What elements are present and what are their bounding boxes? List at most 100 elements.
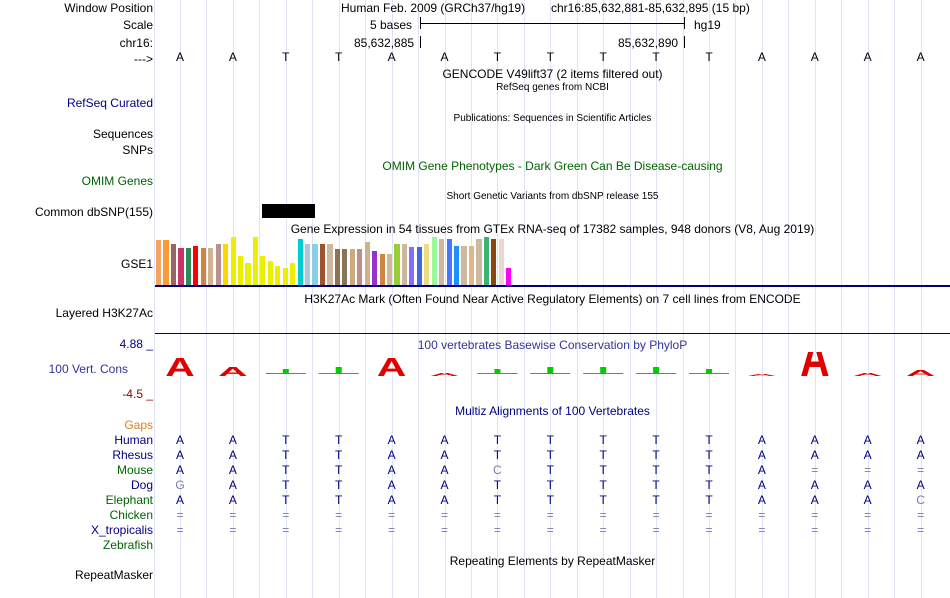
species-label[interactable]: Rhesus	[112, 448, 153, 462]
position-readout[interactable]: chr16:85,632,881-85,632,895 (15 bp)	[551, 1, 750, 15]
species-label[interactable]: Dog	[130, 478, 153, 492]
species-label[interactable]: X_tropicalis	[90, 523, 153, 537]
gtex-tissue-bar[interactable]	[282, 268, 288, 285]
alignment-base: =	[758, 508, 766, 522]
sequence-base: A	[387, 50, 396, 64]
alignment-base: A	[757, 433, 766, 447]
alignment-base: A	[440, 433, 449, 447]
species-label[interactable]: Zebrafish	[102, 538, 153, 552]
gtex-tissue-bar[interactable]	[208, 247, 214, 285]
gtex-tissue-bar[interactable]	[372, 251, 378, 285]
gtex-tissue-bar[interactable]	[386, 253, 393, 285]
gtex-tissue-bar[interactable]	[319, 244, 326, 285]
gtex-tissue-bar[interactable]	[170, 244, 177, 285]
alignment-base: A	[916, 478, 925, 492]
snp-feature-block[interactable]	[262, 204, 315, 218]
gtex-tissue-bar[interactable]	[364, 241, 370, 285]
gtex-tissue-bar[interactable]	[297, 239, 303, 285]
species-label[interactable]: Chicken	[109, 508, 153, 522]
gtex-tissue-bar[interactable]	[394, 244, 400, 285]
cons-track-label[interactable]: 100 Vert. Cons	[48, 362, 128, 376]
gtex-tissue-bar[interactable]	[454, 245, 460, 285]
sequence-base: A	[810, 50, 819, 64]
alignment-base: T	[335, 433, 343, 447]
alignment-base: G	[175, 478, 185, 492]
alignment-base: T	[705, 433, 713, 447]
cons-bar	[653, 367, 660, 374]
gtex-tissue-bar[interactable]	[446, 239, 452, 285]
gtex-tissue-bar[interactable]	[290, 263, 296, 285]
species-label[interactable]: Human	[114, 433, 153, 447]
sequence-base: A	[916, 50, 925, 64]
gtex-tissue-bar[interactable]	[327, 244, 333, 285]
sequence-base: T	[599, 50, 607, 64]
sequence-base: A	[863, 50, 872, 64]
sequences-track-label[interactable]: Sequences	[92, 127, 153, 141]
gtex-tissue-bar[interactable]	[305, 244, 311, 285]
gtex-tissue-bar[interactable]	[267, 261, 273, 285]
gtex-tissue-bar[interactable]	[193, 245, 199, 285]
gtex-tissue-bar[interactable]	[379, 253, 385, 285]
gtex-tissue-bar[interactable]	[431, 237, 437, 285]
gtex-tissue-bar[interactable]	[260, 256, 266, 285]
omim-track-label[interactable]: OMIM Genes	[81, 174, 153, 188]
gtex-tissue-bar[interactable]	[424, 244, 430, 285]
gtex-tissue-bar[interactable]	[178, 247, 184, 285]
cons-letter: A	[218, 365, 248, 379]
gtex-tissue-bar[interactable]	[349, 249, 355, 285]
gtex-tissue-bar[interactable]	[252, 237, 259, 285]
gtex-tissue-bar[interactable]	[439, 239, 445, 285]
gtex-tissue-bar[interactable]	[312, 244, 318, 285]
alignment-base: =	[440, 508, 448, 522]
gtex-tissue-bar[interactable]	[275, 265, 281, 285]
gtex-tissue-bar[interactable]	[476, 239, 482, 285]
gencode-track-title[interactable]: GENCODE V49lift37 (2 items filtered out)	[442, 67, 663, 81]
cons-bar	[547, 367, 554, 374]
cons-letter: A	[377, 354, 406, 382]
gtex-tissue-bar[interactable]	[416, 246, 422, 285]
gtex-tissue-bar[interactable]	[185, 247, 191, 285]
gtex-tissue-bar[interactable]	[156, 240, 162, 285]
cons-letter: A	[853, 372, 883, 377]
alignment-base: =	[758, 523, 766, 537]
alignment-base: C	[493, 463, 502, 477]
gtex-tissue-bar[interactable]	[498, 239, 504, 285]
snps-track-label[interactable]: SNPs	[122, 143, 153, 157]
assembly-name[interactable]: Human Feb. 2009 (GRCh37/hg19)	[341, 1, 526, 15]
gtex-tissue-bar[interactable]	[163, 240, 169, 285]
common-snp-track-label[interactable]: Common dbSNP(155)	[34, 205, 153, 219]
gtex-tissue-bar[interactable]	[483, 237, 489, 285]
gtex-tissue-bar[interactable]	[342, 249, 348, 285]
alignment-base: C	[916, 493, 925, 507]
species-label[interactable]: Mouse	[116, 463, 153, 477]
alignment-base: T	[282, 493, 290, 507]
gtex-tissue-bar[interactable]	[468, 245, 475, 285]
repeat-track-label[interactable]: RepeatMasker	[74, 568, 153, 582]
refseq-track-label[interactable]: RefSeq Curated	[66, 96, 153, 110]
gtex-tissue-bar[interactable]	[237, 256, 244, 285]
gtex-tissue-bar[interactable]	[245, 263, 251, 285]
gtex-tissue-bar[interactable]	[223, 244, 229, 285]
gtex-tissue-bar[interactable]	[461, 245, 467, 285]
gtex-tissue-bar[interactable]	[230, 237, 236, 285]
gtex-tissue-bar[interactable]	[334, 249, 340, 285]
gtex-tissue-bar[interactable]	[357, 249, 363, 285]
species-label[interactable]: Elephant	[105, 493, 153, 507]
gtex-tissue-bar[interactable]	[491, 239, 497, 285]
h3k27-track-label[interactable]: Layered H3K27Ac	[55, 306, 153, 320]
alignment-base: A	[175, 433, 184, 447]
alignment-base: A	[387, 463, 396, 477]
gtex-tissue-bar[interactable]	[200, 247, 206, 285]
alignment-base: T	[493, 493, 502, 507]
gtex-bar-chart[interactable]	[156, 237, 556, 285]
gaps-label[interactable]: Gaps	[124, 418, 153, 432]
cons-bar	[706, 369, 712, 374]
gtex-tissue-bar[interactable]	[215, 244, 221, 285]
gtex-tissue-bar[interactable]	[401, 244, 408, 285]
gtex-tissue-bar[interactable]	[506, 268, 512, 285]
gtex-tissue-bar[interactable]	[409, 246, 415, 285]
gse-track-label[interactable]: GSE1	[120, 257, 153, 271]
sequence-base: T	[493, 50, 502, 64]
alignment-base: T	[705, 478, 713, 492]
